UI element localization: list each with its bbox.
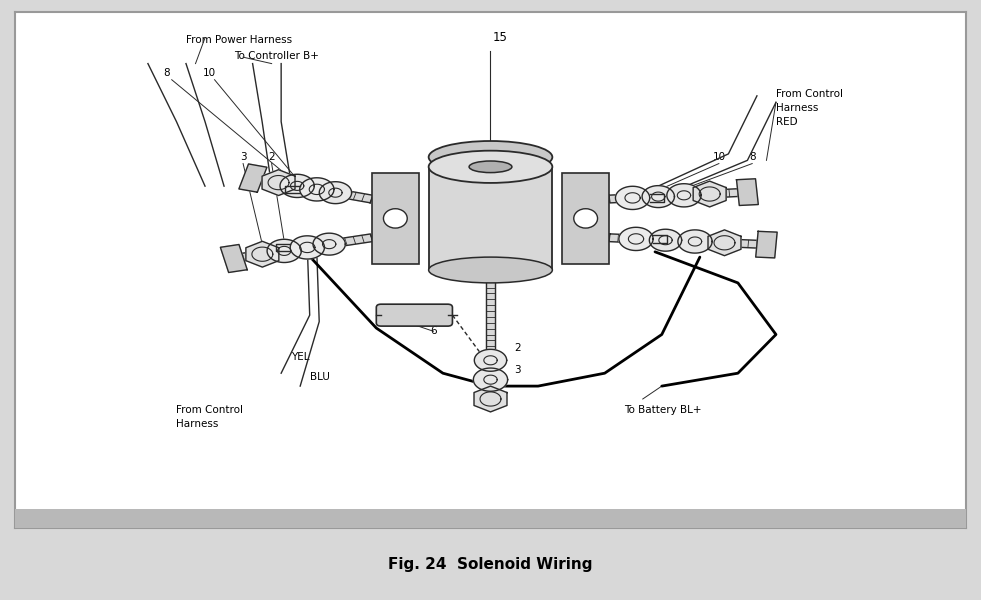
Polygon shape [486, 270, 495, 399]
Polygon shape [649, 194, 664, 202]
Polygon shape [267, 239, 301, 263]
Text: 2: 2 [269, 152, 275, 163]
Text: 8: 8 [164, 68, 171, 79]
Text: 6: 6 [430, 326, 437, 337]
Polygon shape [280, 174, 314, 197]
Polygon shape [242, 234, 373, 261]
Polygon shape [15, 509, 966, 528]
Text: 2: 2 [514, 343, 521, 353]
Polygon shape [694, 181, 726, 207]
Polygon shape [221, 245, 247, 272]
FancyBboxPatch shape [377, 304, 452, 326]
Polygon shape [619, 227, 653, 251]
Text: 10: 10 [712, 152, 725, 163]
Ellipse shape [429, 141, 552, 173]
Text: 8: 8 [749, 152, 755, 163]
Polygon shape [261, 176, 373, 203]
Polygon shape [474, 368, 507, 391]
Polygon shape [643, 185, 675, 208]
Text: To Battery BL+: To Battery BL+ [624, 406, 701, 415]
Polygon shape [239, 164, 267, 192]
Polygon shape [290, 236, 325, 259]
Text: From Control
Harness: From Control Harness [177, 406, 243, 430]
Polygon shape [615, 186, 649, 209]
Polygon shape [319, 182, 351, 203]
Ellipse shape [384, 209, 407, 228]
Polygon shape [755, 232, 777, 258]
Polygon shape [313, 233, 345, 255]
Text: 3: 3 [514, 365, 521, 375]
Polygon shape [276, 244, 290, 251]
Text: Fig. 24  Solenoid Wiring: Fig. 24 Solenoid Wiring [388, 557, 593, 571]
Text: 3: 3 [239, 152, 246, 163]
Text: YEL: YEL [290, 352, 309, 362]
Polygon shape [262, 170, 295, 196]
Polygon shape [737, 179, 758, 205]
Polygon shape [372, 173, 419, 263]
Polygon shape [475, 349, 506, 371]
Polygon shape [653, 235, 667, 243]
Ellipse shape [469, 161, 512, 173]
Ellipse shape [429, 151, 552, 183]
Polygon shape [474, 386, 507, 412]
Polygon shape [678, 230, 712, 253]
Polygon shape [609, 189, 739, 203]
Text: BLU: BLU [310, 371, 330, 382]
Polygon shape [562, 173, 609, 263]
Text: From Control
Harness
RED: From Control Harness RED [776, 89, 843, 127]
Text: 10: 10 [203, 68, 217, 79]
Text: 15: 15 [492, 31, 507, 44]
Ellipse shape [429, 257, 552, 283]
Polygon shape [429, 167, 552, 270]
Polygon shape [246, 241, 279, 267]
Text: To Controller B+: To Controller B+ [233, 51, 319, 61]
Ellipse shape [574, 209, 597, 228]
Polygon shape [708, 230, 741, 256]
Polygon shape [300, 178, 334, 201]
Polygon shape [649, 229, 682, 251]
Text: From Power Harness: From Power Harness [186, 35, 292, 44]
Polygon shape [285, 185, 300, 193]
Polygon shape [667, 184, 701, 207]
Polygon shape [609, 234, 757, 248]
